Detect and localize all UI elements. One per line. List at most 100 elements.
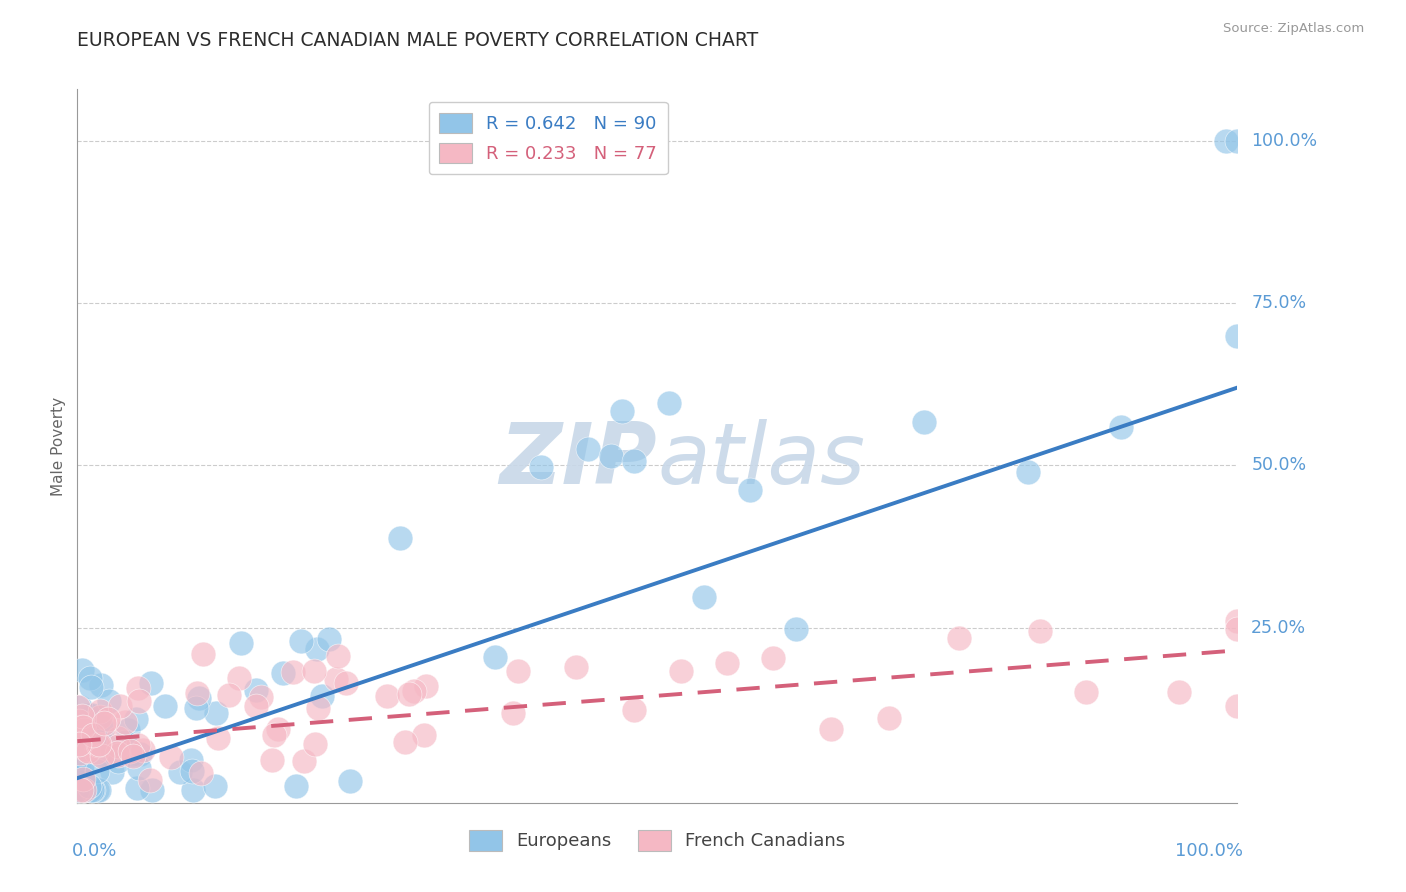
Point	[153, 698, 176, 713]
Point	[80, 680, 103, 694]
Point	[77, 707, 100, 722]
Text: 25.0%: 25.0%	[1251, 619, 1306, 637]
Point	[785, 622, 807, 636]
Point	[70, 663, 93, 677]
Point	[228, 671, 250, 685]
Point	[89, 704, 111, 718]
Point	[67, 714, 90, 728]
Point	[394, 735, 416, 749]
Point	[658, 396, 681, 410]
Point	[181, 782, 204, 797]
Point	[67, 761, 90, 775]
Point	[75, 741, 97, 756]
Point	[576, 442, 599, 457]
Point	[70, 720, 93, 734]
Text: 100.0%: 100.0%	[1175, 842, 1243, 860]
Point	[292, 754, 315, 768]
Point	[89, 710, 111, 724]
Point	[82, 782, 104, 797]
Point	[79, 782, 101, 797]
Point	[339, 774, 361, 789]
Point	[107, 748, 129, 763]
Point	[131, 743, 153, 757]
Point	[207, 731, 229, 745]
Point	[311, 689, 333, 703]
Point	[335, 676, 357, 690]
Point	[623, 454, 645, 468]
Point	[80, 724, 103, 739]
Point	[72, 720, 94, 734]
Y-axis label: Male Poverty: Male Poverty	[51, 396, 66, 496]
Point	[762, 651, 785, 665]
Point	[70, 757, 93, 772]
Point	[82, 727, 104, 741]
Point	[304, 737, 326, 751]
Point	[107, 755, 129, 769]
Point	[127, 781, 149, 796]
Point	[187, 691, 209, 706]
Point	[67, 782, 90, 797]
Point	[87, 738, 110, 752]
Text: 0.0%: 0.0%	[72, 842, 117, 860]
Text: Source: ZipAtlas.com: Source: ZipAtlas.com	[1223, 22, 1364, 36]
Point	[79, 671, 101, 685]
Point	[93, 715, 115, 730]
Point	[388, 532, 411, 546]
Point	[1029, 624, 1052, 639]
Point	[80, 708, 103, 723]
Point	[245, 683, 267, 698]
Point	[1226, 623, 1249, 637]
Point	[191, 648, 214, 662]
Point	[1226, 328, 1249, 343]
Point	[1226, 614, 1249, 628]
Point	[86, 782, 108, 797]
Point	[69, 747, 91, 761]
Point	[90, 678, 112, 692]
Point	[877, 711, 901, 725]
Point	[305, 642, 328, 657]
Point	[412, 728, 434, 742]
Point	[820, 722, 842, 736]
Point	[600, 449, 623, 463]
Point	[73, 739, 96, 754]
Point	[66, 730, 89, 744]
Point	[1076, 684, 1098, 698]
Point	[84, 745, 107, 759]
Point	[72, 782, 94, 797]
Point	[107, 731, 129, 745]
Point	[97, 712, 120, 726]
Text: 100.0%: 100.0%	[1251, 132, 1317, 150]
Point	[90, 720, 112, 734]
Point	[82, 782, 104, 797]
Point	[70, 782, 93, 797]
Point	[98, 694, 121, 708]
Point	[186, 700, 208, 714]
Point	[190, 765, 212, 780]
Point	[128, 693, 150, 707]
Point	[114, 735, 136, 749]
Point	[67, 781, 90, 796]
Point	[105, 747, 128, 761]
Point	[271, 665, 294, 680]
Point	[693, 591, 716, 605]
Point	[91, 723, 114, 737]
Point	[125, 711, 148, 725]
Point	[121, 749, 143, 764]
Point	[141, 782, 163, 797]
Point	[290, 634, 312, 648]
Point	[114, 715, 136, 730]
Point	[948, 631, 970, 645]
Point	[69, 775, 91, 789]
Point	[169, 764, 191, 779]
Point	[128, 761, 150, 775]
Point	[82, 782, 104, 797]
Point	[262, 753, 284, 767]
Point	[328, 648, 350, 663]
Point	[415, 680, 437, 694]
Point	[77, 780, 100, 794]
Point	[66, 718, 89, 732]
Point	[159, 750, 181, 764]
Point	[623, 703, 645, 717]
Point	[70, 774, 93, 789]
Text: ZIP: ZIP	[499, 418, 658, 502]
